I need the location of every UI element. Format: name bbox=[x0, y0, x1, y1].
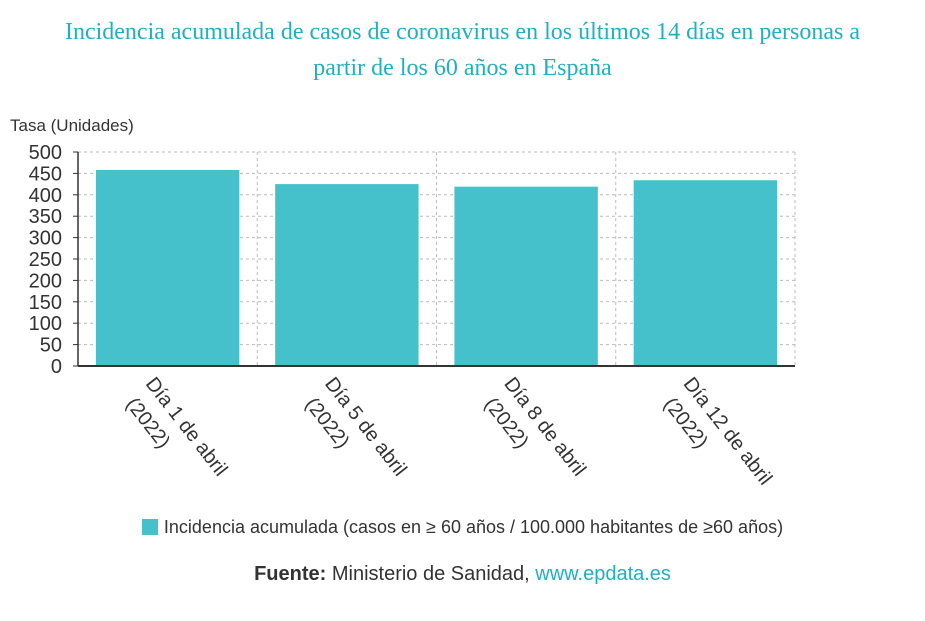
chart-title: Incidencia acumulada de casos de coronav… bbox=[0, 14, 925, 86]
x-tick-label: Día 8 de abril(2022) bbox=[480, 373, 590, 480]
y-tick-label: 500 bbox=[29, 142, 62, 164]
y-tick-label: 200 bbox=[29, 270, 62, 292]
x-tick-labels: Día 1 de abril(2022) Día 5 de abril(2022)… bbox=[121, 373, 776, 489]
x-tick-label: Día 12 de abril(2022) bbox=[659, 373, 776, 489]
bar[interactable] bbox=[275, 184, 419, 366]
y-tick-label: 300 bbox=[29, 228, 62, 250]
axis-layer bbox=[77, 152, 795, 367]
y-tick-label: 400 bbox=[29, 185, 62, 207]
y-tick-label: 100 bbox=[29, 313, 62, 335]
source-text: Ministerio de Sanidad, bbox=[326, 563, 536, 585]
bars-layer bbox=[95, 169, 778, 366]
legend-label: Incidencia acumulada (casos en ≥ 60 años… bbox=[163, 517, 784, 537]
y-tick-label: 350 bbox=[29, 206, 62, 228]
y-tick-label: 450 bbox=[29, 163, 62, 185]
x-tick-label: Día 1 de abril(2022) bbox=[121, 373, 231, 480]
chart-title-line-1: Incidencia acumulada de casos de coronav… bbox=[64, 19, 861, 45]
source-link[interactable]: www.epdata.es bbox=[535, 563, 671, 585]
y-tick-label: 0 bbox=[51, 356, 62, 378]
legend: Incidencia acumulada (casos en ≥ 60 años… bbox=[0, 517, 925, 538]
y-tick-label: 50 bbox=[40, 335, 62, 357]
bar[interactable] bbox=[454, 186, 598, 366]
grid-layer bbox=[73, 151, 796, 367]
source-label: Fuente: bbox=[254, 563, 327, 585]
chart-title-line-2: partir de los 60 años en España bbox=[313, 55, 612, 81]
bar-chart: Tasa (Unidades) 050100150200250300350400… bbox=[10, 116, 796, 489]
bar[interactable] bbox=[95, 169, 240, 366]
legend-swatch bbox=[141, 519, 158, 535]
source-line: Fuente: Ministerio de Sanidad, www.epdat… bbox=[0, 563, 925, 586]
y-axis-title: Tasa (Unidades) bbox=[10, 116, 134, 135]
y-tick-label: 250 bbox=[29, 249, 62, 271]
x-tick-label: Día 5 de abril(2022) bbox=[301, 373, 411, 480]
bar[interactable] bbox=[633, 180, 778, 366]
y-tick-label: 150 bbox=[29, 292, 62, 314]
